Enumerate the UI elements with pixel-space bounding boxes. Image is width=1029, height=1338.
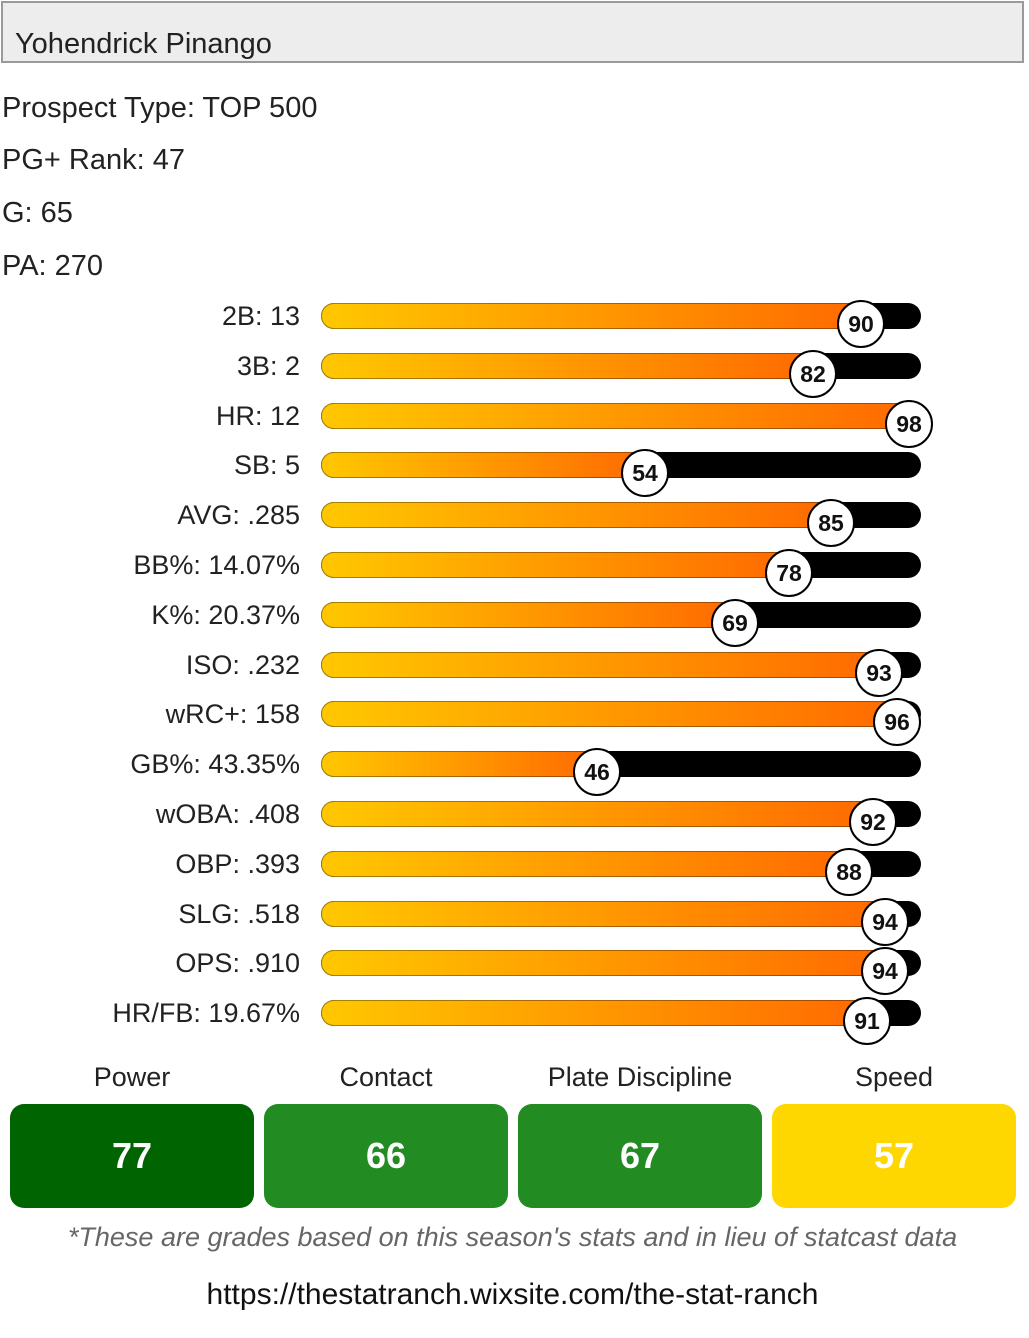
bar-fill — [321, 601, 735, 628]
plate-appearances: PA: 270 — [2, 250, 104, 282]
grade-title-contact: Contact — [339, 1062, 433, 1092]
stat-row: GB%: 43.35% 46 — [0, 744, 1029, 797]
bar-fill — [321, 402, 909, 429]
player-name: Yohendrick Pinango — [15, 28, 272, 60]
grade-value-contact: 66 — [264, 1104, 508, 1208]
bar-track: 88 — [321, 847, 921, 896]
stat-row: HR: 12 98 — [0, 396, 1029, 448]
stat-label: SB: 5 — [233, 450, 300, 481]
bar-fill — [321, 900, 885, 927]
percentile-marker: 46 — [573, 748, 621, 797]
bar-fill — [321, 552, 789, 578]
bar-track: 96 — [321, 698, 921, 747]
bar-track: 91 — [321, 997, 921, 1046]
games: G: 65 — [2, 197, 73, 229]
stat-label: ISO: .232 — [185, 649, 300, 680]
percentile-marker: 93 — [855, 648, 903, 697]
bar-track: 94 — [321, 947, 921, 996]
prospect-type: Prospect Type: TOP 500 — [2, 92, 318, 124]
grade-value-power: 77 — [10, 1104, 254, 1208]
bar-track: 90 — [321, 300, 921, 348]
percentile-marker: 88 — [825, 847, 873, 896]
percentile-marker: 94 — [861, 947, 909, 996]
stat-row: OBP: .393 88 — [0, 844, 1029, 896]
stat-label: K%: 20.37% — [151, 599, 300, 630]
stat-row: ISO: .232 93 — [0, 645, 1029, 697]
grade-title-plate-discipline: Plate Discipline — [547, 1062, 733, 1092]
stat-row: K%: 20.37% 69 — [0, 595, 1029, 647]
stat-label: SLG: .518 — [178, 898, 300, 929]
bar-fill — [321, 452, 645, 479]
stat-row: SLG: .518 94 — [0, 894, 1029, 946]
bar-track: 92 — [321, 798, 921, 846]
percentile-marker: 69 — [711, 598, 759, 647]
percentile-marker: 85 — [807, 499, 855, 548]
stat-row: HR/FB: 19.67% 91 — [0, 993, 1029, 1046]
percentile-marker: 92 — [849, 798, 897, 846]
stat-label: 2B: 13 — [221, 301, 300, 331]
percentile-marker: 94 — [861, 897, 909, 946]
player-name-box: Yohendrick Pinango — [1, 1, 1024, 63]
stat-label: BB%: 14.07% — [133, 550, 300, 580]
stat-label: OPS: .910 — [175, 948, 300, 979]
site-url[interactable]: https://thestatranch.wixsite.com/the-sta… — [206, 1278, 819, 1311]
stat-label: GB%: 43.35% — [130, 749, 300, 780]
bar-fill — [321, 502, 831, 529]
percentile-marker: 90 — [837, 300, 885, 348]
bar-fill — [321, 651, 879, 678]
grade-value-plate-discipline: 67 — [518, 1104, 762, 1208]
bar-fill — [321, 701, 897, 728]
bar-track: 98 — [321, 399, 933, 448]
stat-label: HR/FB: 19.67% — [112, 998, 300, 1029]
bar-fill — [321, 801, 873, 827]
bar-track: 82 — [321, 349, 921, 398]
bar-track: 94 — [321, 897, 921, 946]
pg-rank: PG+ Rank: 47 — [2, 144, 185, 176]
stat-label: wOBA: .408 — [155, 799, 300, 829]
bar-track: 69 — [321, 598, 921, 647]
stat-label: 3B: 2 — [236, 350, 300, 381]
bar-track: 85 — [321, 499, 921, 548]
stat-row: wOBA: .408 92 — [0, 794, 1029, 846]
grade-title-speed: Speed — [854, 1062, 934, 1092]
bar-fill — [321, 1000, 867, 1027]
percentile-marker: 91 — [843, 997, 891, 1046]
bar-track: 54 — [321, 449, 921, 498]
stat-row: 2B: 13 90 — [0, 296, 1029, 348]
bar-fill — [321, 303, 861, 329]
footnote: *These are grades based on this season's… — [67, 1222, 958, 1252]
bar-track: 93 — [321, 648, 921, 697]
bar-fill — [321, 950, 885, 977]
percentile-marker: 98 — [885, 399, 933, 448]
bar-fill — [321, 751, 597, 778]
bar-track: 46 — [321, 748, 921, 797]
percentile-marker: 96 — [873, 698, 921, 747]
bar-fill — [321, 850, 849, 877]
stat-row: OPS: .910 94 — [0, 943, 1029, 996]
stat-row: wRC+: 158 96 — [0, 694, 1029, 747]
stat-row: BB%: 14.07% 78 — [0, 545, 1029, 597]
stat-row: 3B: 2 82 — [0, 346, 1029, 398]
bar-track: 78 — [321, 549, 921, 597]
stat-row: SB: 5 54 — [0, 445, 1029, 498]
stat-label: HR: 12 — [215, 400, 300, 431]
percentile-marker: 54 — [621, 449, 669, 498]
stat-row: AVG: .285 85 — [0, 495, 1029, 548]
percentile-marker: 82 — [789, 349, 837, 398]
stat-label: OBP: .393 — [175, 848, 300, 879]
bar-fill — [321, 352, 813, 379]
grade-title-power: Power — [93, 1062, 171, 1092]
grade-value-speed: 57 — [772, 1104, 1016, 1208]
percentile-marker: 78 — [765, 549, 813, 597]
stat-label: wRC+: 158 — [165, 699, 300, 730]
stat-label: AVG: .285 — [177, 500, 300, 531]
